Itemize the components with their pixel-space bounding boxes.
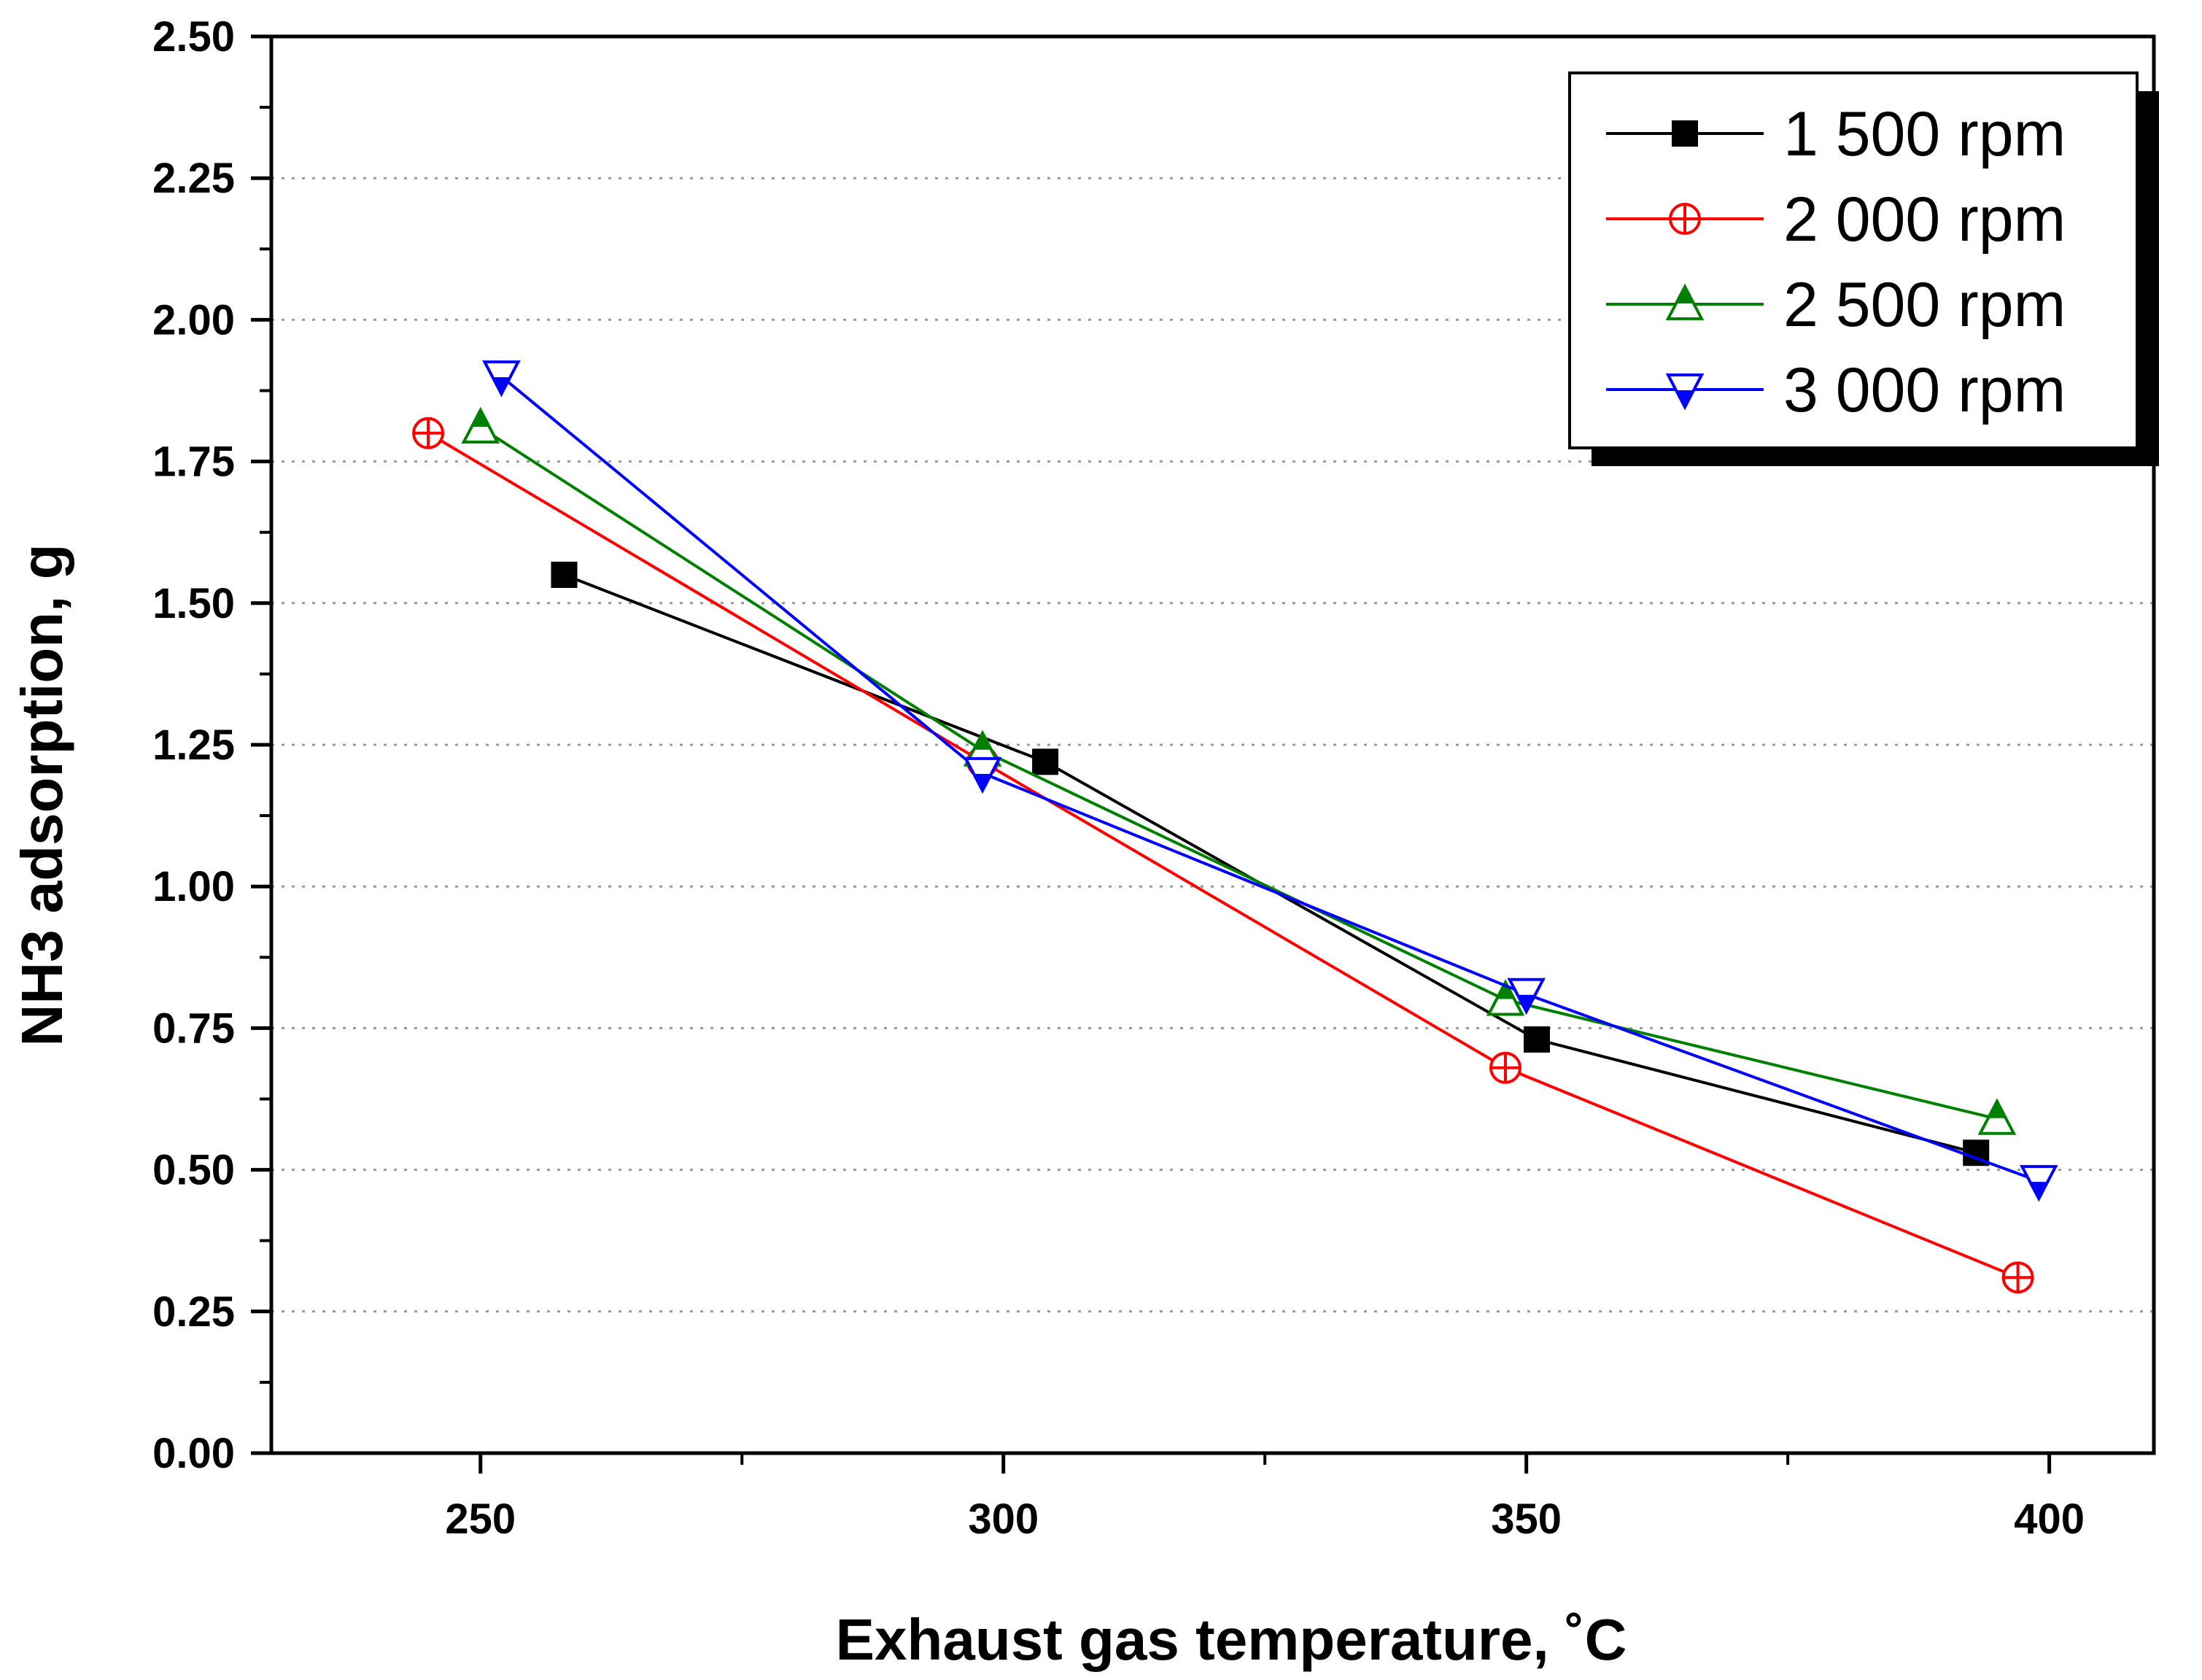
y-tick-label: 1.25 [152, 721, 235, 769]
legend: 1 500 rpm 2 000 rpm 2 500 rpm 3 000 rpm [1568, 71, 2159, 466]
y-tick-labels: 0.00 0.25 0.50 0.75 1.00 1.25 1.50 1.75 2.00 2.25… [152, 13, 235, 1477]
data-point-1-0 [412, 417, 445, 449]
y-tick-label: 2.25 [152, 155, 235, 202]
legend-label: 2 500 rpm [1783, 270, 2066, 340]
legend-item-3: 3 000 rpm [1606, 355, 2066, 425]
legend-item-1: 2 000 rpm [1606, 185, 2066, 255]
y-tick-label: 0.50 [152, 1147, 235, 1194]
legend-label: 2 000 rpm [1783, 185, 2066, 255]
data-point-0-0 [551, 561, 578, 588]
x-tick-label: 400 [2014, 1495, 2085, 1543]
series-line-1 [427, 432, 2019, 1280]
data-point-3-3 [2019, 1165, 2058, 1202]
y-tick-label: 1.50 [152, 580, 235, 627]
series-line-3 [500, 375, 2039, 1183]
axis-ticks [251, 34, 2052, 1474]
data-point-2-3 [1977, 1098, 2017, 1135]
legend-label: 3 000 rpm [1783, 355, 2066, 425]
y-tick-label: 2.50 [152, 13, 235, 61]
y-tick-label: 0.00 [152, 1430, 235, 1477]
y-axis-title: NH3 adsorption, g [9, 544, 74, 1047]
data-point-0-1 [1032, 748, 1059, 775]
y-tick-label: 2.00 [152, 296, 235, 344]
legend-marker [1672, 120, 1698, 147]
x-tick-label: 350 [1491, 1495, 1562, 1543]
y-tick-label: 1.75 [152, 438, 235, 486]
legend-label: 1 500 rpm [1783, 99, 2066, 169]
legend-marker [1669, 203, 1701, 235]
data-point-3-1 [963, 756, 1002, 794]
series-layer [412, 360, 2058, 1294]
data-point-1-2 [1489, 1051, 1521, 1084]
data-point-1-3 [2001, 1261, 2034, 1294]
data-point-2-0 [461, 406, 500, 444]
series-0 [551, 561, 1990, 1166]
data-point-3-2 [1507, 978, 1546, 1015]
x-tick-label: 250 [445, 1495, 516, 1543]
x-axis-title: Exhaust gas temperature, ˚C [836, 1607, 1627, 1672]
legend-item-0: 1 500 rpm [1606, 99, 2066, 169]
legend-item-2: 2 500 rpm [1606, 270, 2066, 340]
y-tick-label: 0.75 [152, 1004, 235, 1052]
minor-ticks [260, 106, 1790, 1465]
legend-box [1568, 71, 2139, 449]
data-point-2-2 [1486, 979, 1525, 1016]
gridlines [271, 177, 2154, 1313]
data-point-0-2 [1524, 1026, 1551, 1053]
x-tick-labels: 250 300 350 400 [445, 1495, 2085, 1543]
series-2 [461, 406, 2017, 1135]
legend-marker [1665, 283, 1705, 320]
series-1 [412, 417, 2034, 1294]
series-line-2 [479, 426, 1998, 1120]
y-tick-label: 1.00 [152, 863, 235, 910]
x-tick-label: 300 [968, 1495, 1039, 1543]
y-tick-label: 0.25 [152, 1288, 235, 1336]
data-point-3-0 [482, 360, 521, 398]
series-line-0 [563, 573, 1977, 1155]
legend-marker [1665, 373, 1705, 411]
series-3 [482, 360, 2058, 1202]
